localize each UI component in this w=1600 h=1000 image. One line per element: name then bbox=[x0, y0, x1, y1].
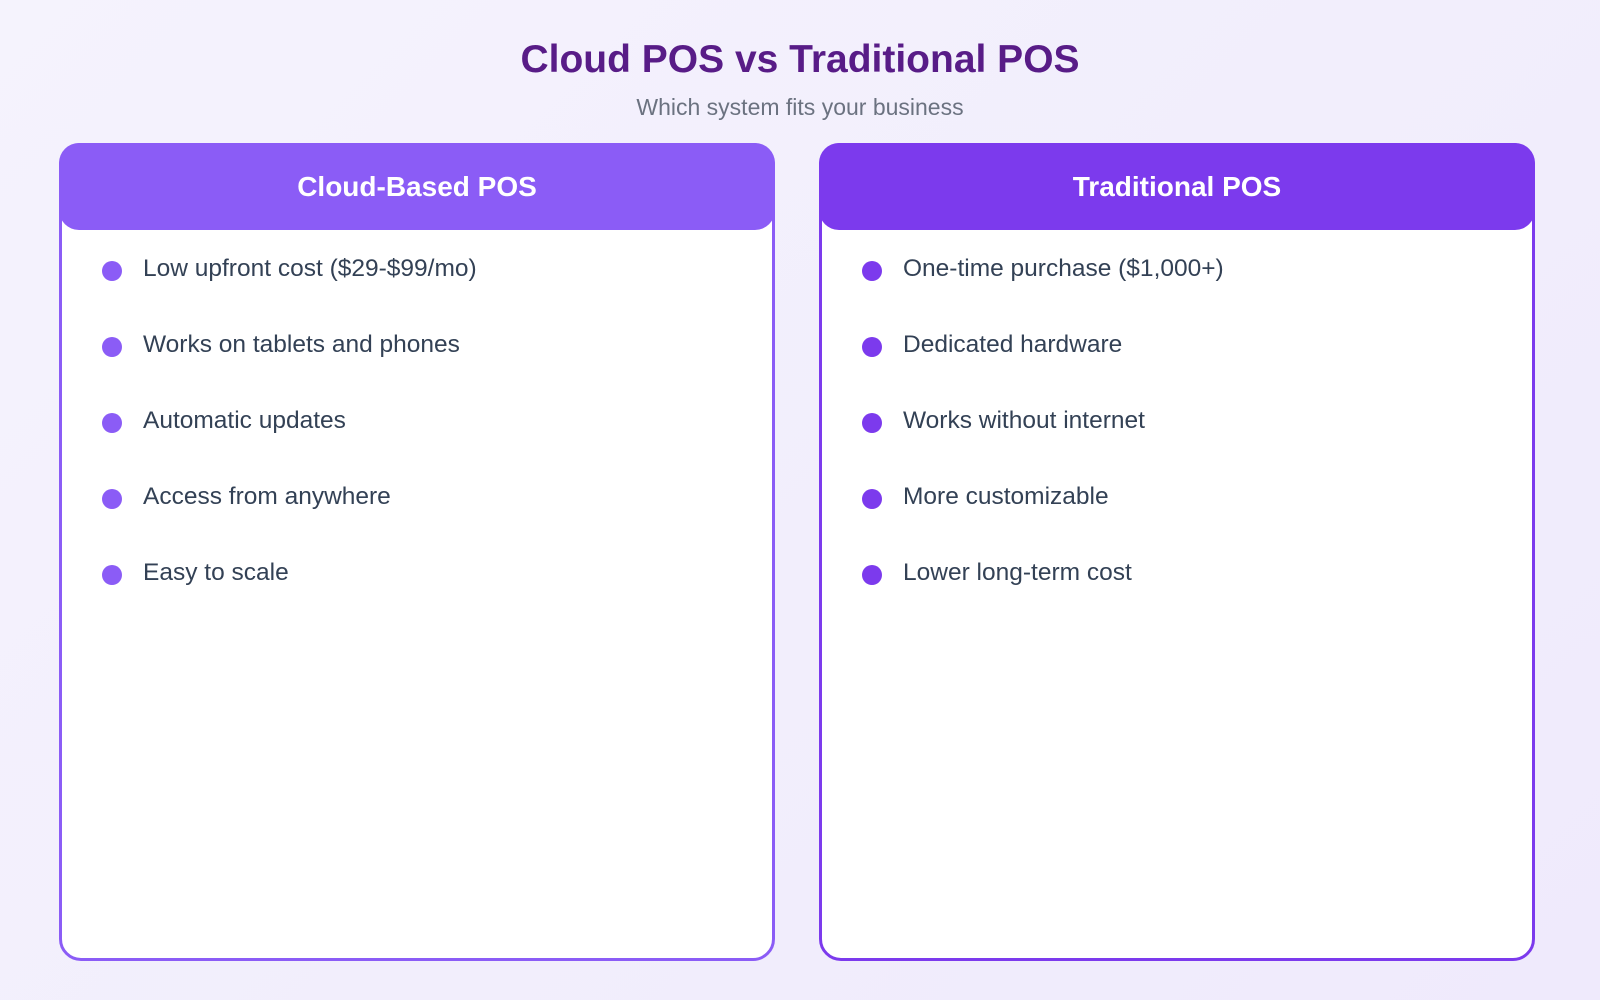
bullet-icon bbox=[102, 565, 122, 585]
page-title: Cloud POS vs Traditional POS bbox=[520, 38, 1080, 81]
bullet-icon bbox=[862, 337, 882, 357]
feature-list: One-time purchase ($1,000+) Dedicated ha… bbox=[862, 255, 1224, 635]
cloud-pos-card: Cloud-Based POS Low upfront cost ($29-$9… bbox=[59, 143, 775, 961]
list-item: One-time purchase ($1,000+) bbox=[862, 255, 1224, 331]
item-text: Low upfront cost ($29-$99/mo) bbox=[143, 255, 477, 282]
item-text: More customizable bbox=[903, 483, 1109, 510]
list-item: Access from anywhere bbox=[102, 483, 477, 559]
list-item: Works without internet bbox=[862, 407, 1224, 483]
list-item: Lower long-term cost bbox=[862, 559, 1224, 635]
item-text: Access from anywhere bbox=[143, 483, 391, 510]
card-header: Traditional POS bbox=[819, 143, 1535, 230]
bullet-icon bbox=[102, 489, 122, 509]
item-text: Works without internet bbox=[903, 407, 1145, 434]
list-item: Easy to scale bbox=[102, 559, 477, 635]
item-text: One-time purchase ($1,000+) bbox=[903, 255, 1224, 282]
bullet-icon bbox=[102, 413, 122, 433]
list-item: More customizable bbox=[862, 483, 1224, 559]
bullet-icon bbox=[102, 261, 122, 281]
bullet-icon bbox=[862, 489, 882, 509]
card-header: Cloud-Based POS bbox=[59, 143, 775, 230]
bullet-icon bbox=[102, 337, 122, 357]
item-text: Automatic updates bbox=[143, 407, 346, 434]
page-subtitle: Which system fits your business bbox=[636, 94, 964, 120]
item-text: Easy to scale bbox=[143, 559, 289, 586]
list-item: Dedicated hardware bbox=[862, 331, 1224, 407]
list-item: Works on tablets and phones bbox=[102, 331, 477, 407]
list-item: Automatic updates bbox=[102, 407, 477, 483]
item-text: Dedicated hardware bbox=[903, 331, 1123, 358]
item-text: Lower long-term cost bbox=[903, 559, 1132, 586]
list-item: Low upfront cost ($29-$99/mo) bbox=[102, 255, 477, 331]
bullet-icon bbox=[862, 261, 882, 281]
bullet-icon bbox=[862, 565, 882, 585]
feature-list: Low upfront cost ($29-$99/mo) Works on t… bbox=[102, 255, 477, 635]
traditional-pos-card: Traditional POS One-time purchase ($1,00… bbox=[819, 143, 1535, 961]
item-text: Works on tablets and phones bbox=[143, 331, 460, 358]
bullet-icon bbox=[862, 413, 882, 433]
